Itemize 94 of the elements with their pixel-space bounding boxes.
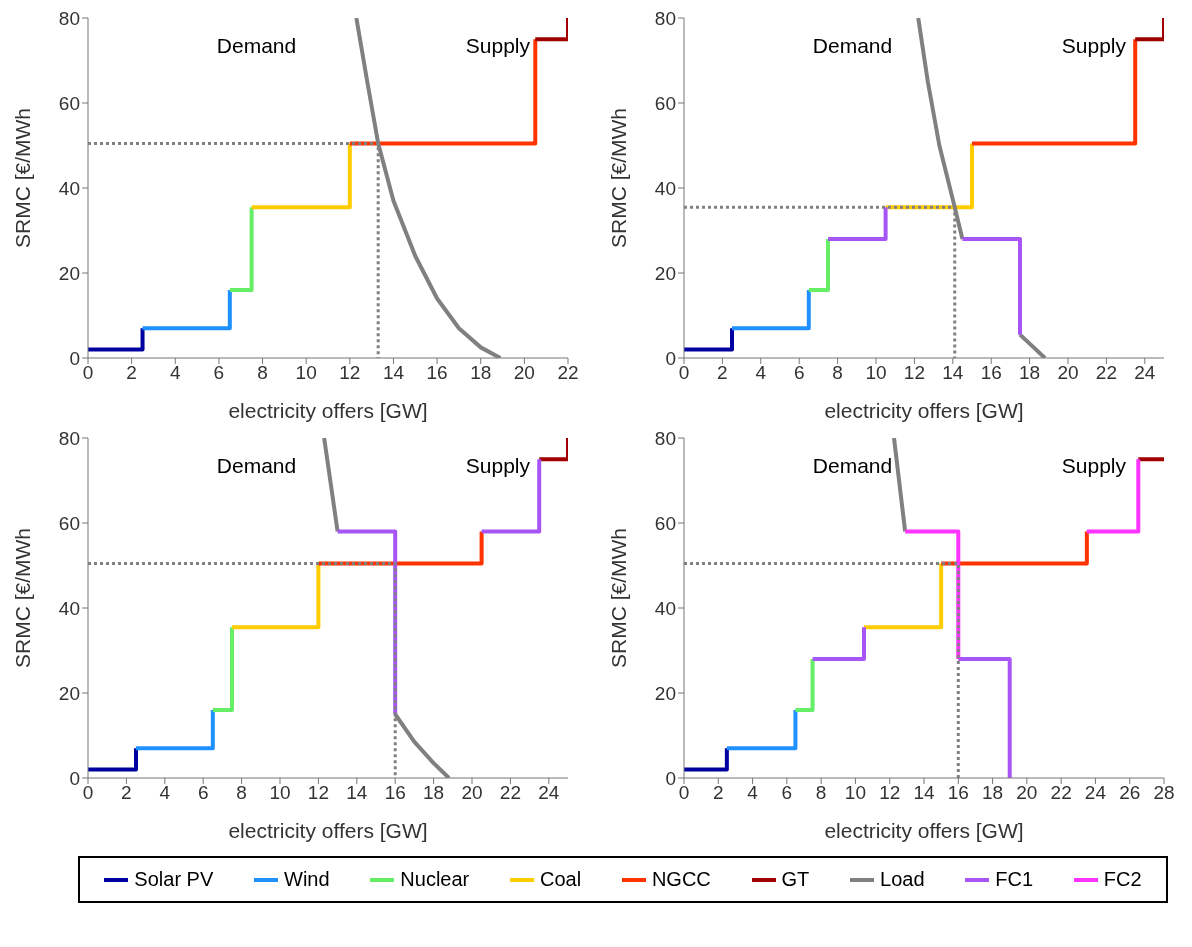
y-tick-label: 80 — [654, 7, 676, 29]
x-tick-label: 12 — [307, 782, 329, 804]
y-tick-label: 40 — [58, 177, 80, 199]
x-tick-label: 16 — [947, 782, 969, 804]
x-tick-label: 14 — [382, 362, 405, 384]
x-tick-label: 20 — [1057, 362, 1079, 384]
y-tick-label: 20 — [58, 262, 80, 284]
annotation: Supply — [465, 454, 530, 478]
x-tick-label: 24 — [1084, 782, 1107, 804]
x-tick-label: 24 — [1134, 362, 1156, 384]
y-axis-title: SRMC [€/MWh — [11, 527, 35, 668]
x-tick-label: 10 — [844, 782, 866, 804]
y-tick-label: 20 — [654, 262, 676, 284]
x-tick-label: 20 — [461, 782, 483, 804]
x-tick-label: 8 — [832, 362, 843, 384]
annotation: Demand — [216, 34, 297, 58]
y-tick-label: 60 — [654, 512, 676, 534]
x-tick-label: 6 — [197, 782, 209, 804]
x-tick-label: 18 — [982, 782, 1004, 804]
x-tick-label: 12 — [903, 362, 925, 384]
y-tick-label: 20 — [58, 682, 80, 704]
x-tick-label: 2 — [126, 362, 137, 384]
x-tick-label: 2 — [121, 782, 132, 804]
legend-label: Load — [880, 868, 925, 891]
x-tick-label: 16 — [980, 362, 1002, 384]
annotation: Supply — [1061, 34, 1126, 58]
x-tick-label: 18 — [423, 782, 445, 804]
y-tick-label: 0 — [69, 347, 80, 369]
x-tick-label: 16 — [426, 362, 448, 384]
y-tick-label: 0 — [665, 767, 676, 789]
x-tick-label: 16 — [384, 782, 406, 804]
annotation: Supply — [465, 34, 530, 58]
legend-label: Wind — [284, 868, 330, 891]
y-tick-label: 0 — [665, 347, 676, 369]
x-axis-title: electricity offers [GW] — [824, 399, 1024, 422]
x-tick-label: 18 — [1019, 362, 1041, 384]
legend-label: Solar PV — [134, 868, 214, 891]
x-tick-label: 24 — [538, 782, 560, 804]
y-tick-label: 0 — [69, 767, 80, 789]
x-tick-label: 22 — [499, 782, 521, 804]
x-tick-label: 10 — [269, 782, 291, 804]
legend-label: NGCC — [651, 868, 711, 891]
legend-label: GT — [781, 868, 810, 891]
x-tick-label: 4 — [755, 362, 767, 384]
legend-label: FC1 — [995, 868, 1034, 891]
x-tick-label: 6 — [213, 362, 225, 384]
x-tick-label: 4 — [169, 362, 181, 384]
x-tick-label: 8 — [236, 782, 247, 804]
x-tick-label: 12 — [339, 362, 361, 384]
x-tick-label: 8 — [257, 362, 268, 384]
y-tick-label: 80 — [58, 427, 80, 449]
x-tick-label: 28 — [1153, 782, 1175, 804]
annotation: Demand — [216, 454, 297, 478]
x-axis-title: electricity offers [GW] — [824, 819, 1024, 842]
legend-label: Nuclear — [400, 868, 470, 891]
legend-label: FC2 — [1103, 868, 1142, 891]
x-tick-label: 4 — [159, 782, 171, 804]
x-tick-label: 22 — [1095, 362, 1117, 384]
y-tick-label: 60 — [58, 512, 80, 534]
x-axis-title: electricity offers [GW] — [228, 399, 428, 422]
x-tick-label: 18 — [470, 362, 492, 384]
annotation: Demand — [812, 34, 893, 58]
x-axis-title: electricity offers [GW] — [228, 819, 428, 842]
y-tick-label: 40 — [654, 177, 676, 199]
y-tick-label: 80 — [58, 7, 80, 29]
x-tick-label: 2 — [713, 782, 724, 804]
x-tick-label: 8 — [815, 782, 827, 804]
y-axis-title: SRMC [€/MWh — [11, 107, 35, 248]
x-tick-label: 22 — [1050, 782, 1072, 804]
x-tick-label: 4 — [747, 782, 759, 804]
x-tick-label: 2 — [717, 362, 728, 384]
y-tick-label: 60 — [58, 92, 80, 114]
x-tick-label: 12 — [879, 782, 901, 804]
y-tick-label: 80 — [654, 427, 676, 449]
x-tick-label: 10 — [295, 362, 317, 384]
x-tick-label: 14 — [942, 362, 964, 384]
y-tick-label: 40 — [58, 597, 80, 619]
x-tick-label: 22 — [557, 362, 579, 384]
x-tick-label: 20 — [513, 362, 535, 384]
y-tick-label: 60 — [654, 92, 676, 114]
x-tick-label: 6 — [781, 782, 793, 804]
x-tick-label: 20 — [1016, 782, 1038, 804]
x-tick-label: 6 — [793, 362, 805, 384]
y-tick-label: 20 — [654, 682, 676, 704]
y-axis-title: SRMC [€/MWh — [607, 527, 631, 668]
x-tick-label: 26 — [1119, 782, 1141, 804]
legend-label: Coal — [540, 868, 582, 891]
x-tick-label: 10 — [865, 362, 887, 384]
annotation: Supply — [1061, 454, 1126, 478]
y-tick-label: 40 — [654, 597, 676, 619]
x-tick-label: 14 — [913, 782, 935, 804]
x-tick-label: 14 — [346, 782, 368, 804]
y-axis-title: SRMC [€/MWh — [607, 107, 631, 248]
annotation: Demand — [812, 454, 893, 478]
